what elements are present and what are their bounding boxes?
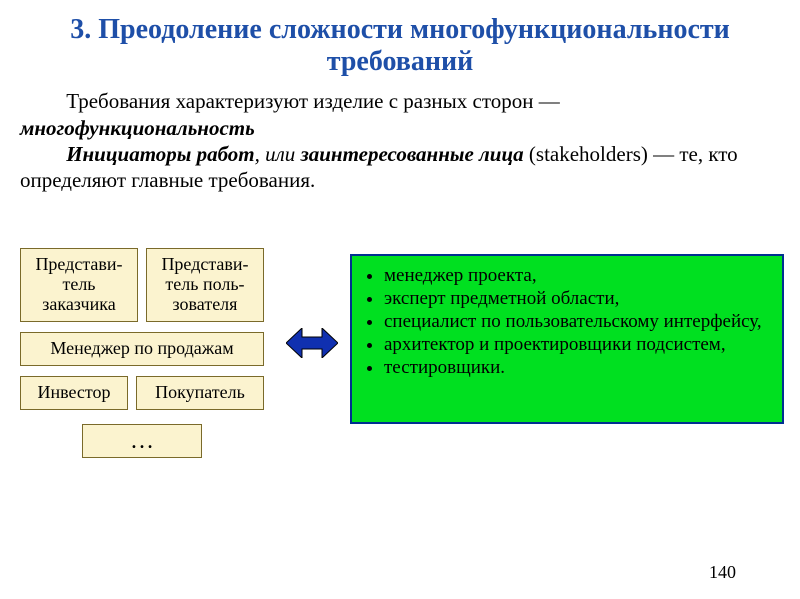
body-line-2-emph1: Инициаторы работ bbox=[66, 142, 254, 166]
double-arrow-icon bbox=[286, 328, 338, 358]
box-buyer: Покупатель bbox=[136, 376, 264, 410]
body-line-1: Требования характеризуют изделие с разны… bbox=[20, 88, 780, 141]
body-line-2-emph2: заинтересованные лица bbox=[301, 142, 524, 166]
roles-list: менеджер проекта,эксперт предметной обла… bbox=[362, 266, 776, 378]
roles-box: менеджер проекта,эксперт предметной обла… bbox=[350, 254, 784, 424]
body-text: Требования характеризуют изделие с разны… bbox=[0, 78, 800, 193]
slide: 3. Преодоление сложности многофункционал… bbox=[0, 0, 800, 599]
roles-item: менеджер проекта, bbox=[384, 266, 776, 287]
roles-item: тестировщики. bbox=[384, 358, 776, 379]
body-line-1-emph: многофункциональность bbox=[20, 116, 255, 140]
box-investor: Инвестор bbox=[20, 376, 128, 410]
roles-item: специалист по пользовательскому интерфей… bbox=[384, 312, 776, 333]
slide-title: 3. Преодоление сложности многофункционал… bbox=[0, 0, 800, 78]
body-line-2: Инициаторы работ, или заинтересованные л… bbox=[20, 141, 780, 194]
body-line-1-prefix: Требования характеризуют изделие с разны… bbox=[66, 89, 560, 113]
box-customer-rep: Представи- тель заказчика bbox=[20, 248, 138, 322]
roles-item: архитектор и проектировщики подсистем, bbox=[384, 335, 776, 356]
box-more: … bbox=[82, 424, 202, 458]
roles-item: эксперт предметной области, bbox=[384, 289, 776, 310]
box-user-rep: Представи- тель поль- зователя bbox=[146, 248, 264, 322]
page-number: 140 bbox=[709, 562, 736, 583]
body-line-2-mid: , или bbox=[255, 142, 301, 166]
box-sales-mgr: Менеджер по продажам bbox=[20, 332, 264, 366]
